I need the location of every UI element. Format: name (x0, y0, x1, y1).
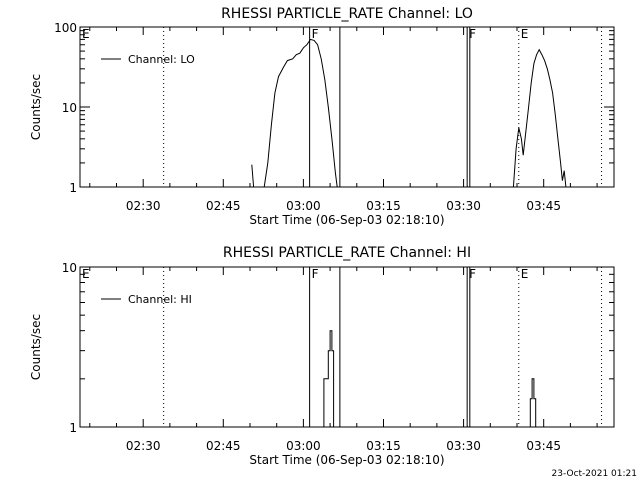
y-axis-label: Counts/sec (29, 314, 43, 380)
series-line (251, 38, 338, 188)
y-tick-label: 10 (62, 101, 77, 115)
marker-label: E (82, 267, 90, 281)
y-tick-label: 1 (69, 181, 77, 195)
marker-label: E (521, 267, 529, 281)
marker-label: F (469, 267, 476, 281)
chart-panel-hi: RHESSI PARTICLE_RATE Channel: HI 02:30 02:… (29, 245, 615, 467)
x-tick-label: 03:15 (366, 199, 401, 213)
marker-label: E (521, 27, 529, 41)
y-tick-label: 10 (62, 261, 77, 275)
legend-label: Channel: LO (128, 53, 195, 66)
chart-title: RHESSI PARTICLE_RATE Channel: HI (223, 245, 471, 261)
marker-label: F (469, 27, 476, 41)
x-tick-label: 02:30 (126, 439, 161, 453)
x-tick-label: 03:00 (286, 199, 321, 213)
x-tick-label: 02:45 (206, 199, 241, 213)
footer-timestamp: 23-Oct-2021 01:21 (552, 469, 637, 479)
chart-title: RHESSI PARTICLE_RATE Channel: LO (221, 6, 473, 22)
chart-panel-lo: RHESSI PARTICLE_RATE Channel: LO 02:30 02:… (29, 6, 615, 227)
x-tick-label: 02:30 (126, 199, 161, 213)
marker-label: F (312, 267, 319, 281)
x-tick-label: 03:30 (446, 439, 481, 453)
series-line (528, 378, 537, 428)
x-tick-label: 03:00 (286, 439, 321, 453)
x-tick-label: 03:15 (366, 439, 401, 453)
x-tick-label: 03:45 (526, 199, 561, 213)
y-tick-label: 1 (69, 421, 77, 435)
marker-label: F (312, 27, 319, 41)
plot-frame (79, 26, 615, 188)
legend-label: Channel: HI (128, 293, 192, 306)
x-tick-label: 03:30 (446, 199, 481, 213)
series-line (322, 330, 336, 428)
y-axis-label: Counts/sec (29, 74, 43, 140)
series-line (512, 48, 569, 188)
x-axis-label: Start Time (06-Sep-03 02:18:10) (249, 213, 444, 227)
marker-label: E (82, 27, 90, 41)
x-axis-label: Start Time (06-Sep-03 02:18:10) (249, 453, 444, 467)
x-tick-label: 02:45 (206, 439, 241, 453)
plot-frame (79, 266, 615, 428)
x-tick-label: 03:45 (526, 439, 561, 453)
y-tick-label: 100 (54, 21, 77, 35)
